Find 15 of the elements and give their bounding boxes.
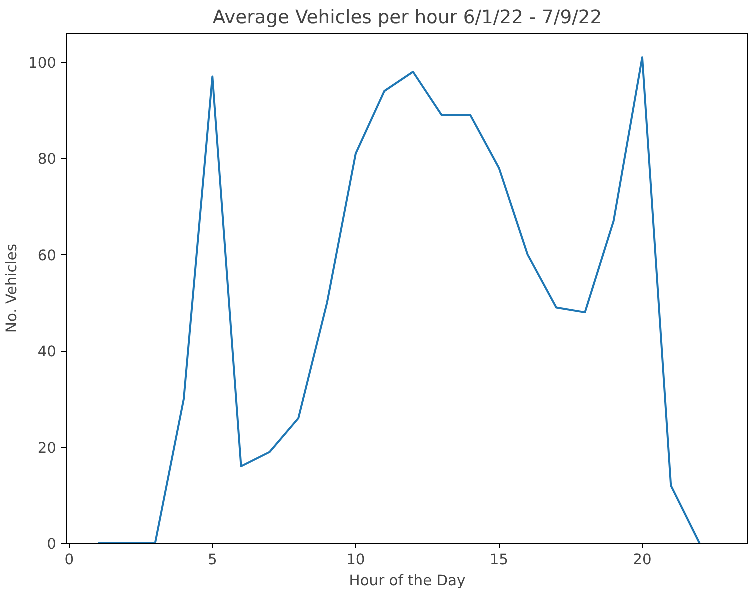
y-axis-title: No. Vehicles	[4, 244, 21, 334]
x-tick-label: 15	[490, 552, 509, 568]
x-tick-label: 10	[346, 552, 366, 568]
y-tick-label: 100	[28, 54, 57, 72]
line-series	[97, 56, 701, 544]
x-tick-label: 20	[633, 552, 652, 568]
y-tick-label: 20	[38, 440, 57, 457]
y-tick-label: 60	[38, 247, 57, 264]
y-tick-label: 40	[38, 344, 57, 361]
x-tick-label: 5	[208, 552, 218, 568]
x-axis-title: Hour of the Day	[349, 572, 466, 590]
x-tick-label: 0	[64, 552, 74, 568]
y-tick-label: 0	[47, 536, 57, 553]
y-tick-label: 80	[38, 151, 57, 168]
chart-title: Average Vehicles per hour 6/1/22 - 7/9/22	[212, 8, 602, 28]
